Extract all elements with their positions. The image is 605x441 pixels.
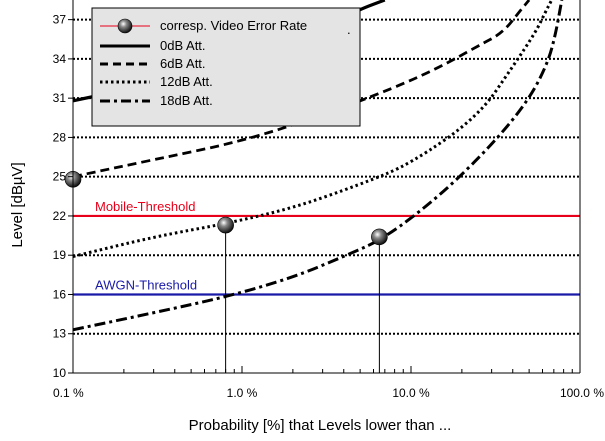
x-axis-title: Probability [%] that Levels lower than .… — [189, 417, 452, 434]
marker-ball-1 — [217, 216, 234, 234]
x-tick-label-1: 1.0 % — [227, 386, 258, 400]
legend-label-12db: 12dB Att. — [160, 74, 213, 89]
y-tick-label-10: 10 — [53, 366, 67, 380]
x-tick-label-3: 100.0 % — [560, 386, 604, 400]
legend-marker-ball — [117, 18, 133, 34]
threshold-label-1: AWGN-Threshold — [95, 277, 197, 292]
y-tick-label-28: 28 — [53, 130, 67, 144]
threshold-label-0: Mobile-Threshold — [95, 199, 195, 214]
plot-frame-layer — [72, 0, 581, 374]
legend-label-markers: corresp. Video Error Rate — [160, 18, 307, 33]
y-tick-label-22: 22 — [53, 209, 67, 223]
series-line-2 — [73, 0, 554, 258]
legend-label-0db: 0dB Att. — [160, 38, 206, 53]
y-tick-label-13: 13 — [53, 327, 67, 341]
y-tick-label-31: 31 — [53, 91, 67, 105]
x-tick-label-2: 10.0 % — [392, 386, 430, 400]
marker-ball-2 — [371, 228, 388, 246]
tick-layer: 10 13 16 19 22 25 28 31 34 37 0.1 % 1.0 % 10.0 % 100.… — [53, 13, 605, 400]
y-tick-label-16: 16 — [53, 287, 67, 301]
legend-dot: . — [347, 22, 351, 37]
y-tick-label-34: 34 — [53, 52, 67, 66]
series-line-1 — [73, 0, 531, 179]
legend: corresp. Video Error Rate . 0dB Att. 6dB… — [91, 7, 361, 127]
x-tick-label-0: 0.1 % — [53, 386, 84, 400]
y-tick-label-37: 37 — [53, 13, 67, 27]
legend-label-18db: 18dB Att. — [160, 93, 213, 108]
legend-label-6db: 6dB Att. — [160, 56, 206, 71]
y-tick-label-19: 19 — [53, 248, 67, 262]
legend-box — [91, 7, 361, 127]
y-axis-title: Level [dBµV] — [9, 162, 26, 247]
threshold-layer: Mobile-Threshold AWGN-Threshold — [73, 199, 580, 296]
series-line-3 — [73, 0, 564, 332]
drop-line-layer — [225, 225, 380, 373]
y-tick-label-25: 25 — [53, 170, 67, 184]
